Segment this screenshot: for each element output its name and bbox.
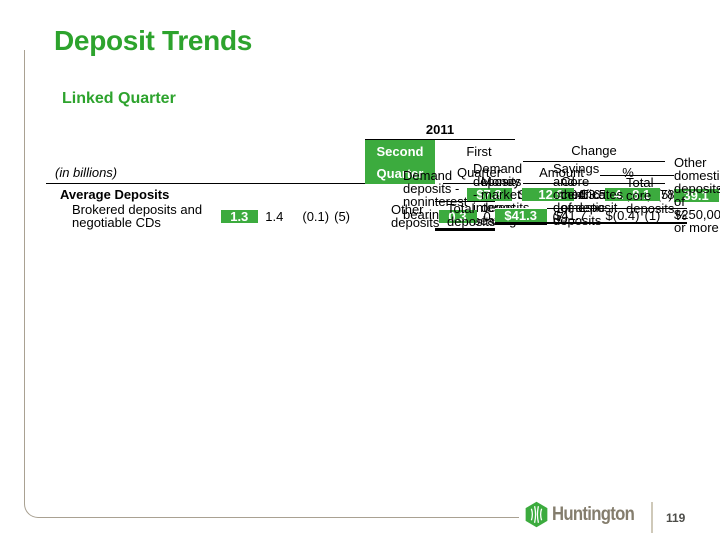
q2-cell: $7.8: [467, 188, 512, 202]
change-amount-cell: $ (0.4): [598, 208, 645, 225]
slide-subtitle: Linked Quarter: [62, 90, 176, 107]
row-label: Brokered deposits and negotiable CDs: [72, 202, 203, 231]
q1-cell: 13.5: [580, 187, 607, 203]
table-row: Savings and other domestic deposits 4.8 …: [515, 162, 717, 227]
page-title: Deposit Trends: [54, 25, 253, 56]
q1-cell: $41.7: [546, 208, 599, 225]
footer-divider: [651, 502, 653, 533]
units-note: (in billions): [46, 162, 365, 184]
huntington-hexagon-icon: [525, 501, 552, 528]
col-header-first-quarter-line1: First: [466, 143, 492, 159]
row-label: Other domestic deposits of $250,000 or m…: [674, 154, 720, 235]
logo-wordmark: Huntington: [552, 503, 635, 525]
table-row: Average Deposits: [46, 184, 365, 206]
change-percent-cell: 6: [593, 187, 601, 203]
col-header-percent-spacer: [648, 162, 665, 184]
col-header-amount: Amount: [523, 162, 600, 184]
row-label: Other deposits: [391, 202, 440, 231]
change-percent-cell: (5): [334, 208, 350, 224]
change-percent-cell: (7): [552, 208, 569, 224]
table-row: Total core deposits 39.1 39.3 (0.2) (0): [600, 174, 720, 215]
col-header-change: Change: [523, 140, 665, 162]
q2-cell: 39.1: [674, 187, 719, 202]
table-row: Core certificates of deposit 8.1 8.4 (0.…: [523, 175, 720, 214]
row-label: Core certificates of deposit: [561, 174, 624, 216]
q1-cell: 1.4: [265, 208, 284, 224]
q1-cell: 39.3: [718, 187, 720, 202]
table-row: Brokered deposits and negotiable CDs 1.3…: [46, 202, 365, 231]
col-header-second-quarter-line1: Second: [365, 140, 435, 162]
col-header-first-quarter-line2: Quarter: [443, 162, 515, 184]
q2-cell: 12.9: [529, 188, 574, 202]
q2-cell: 0.3: [439, 209, 477, 223]
q2-cell: 8.1: [623, 188, 661, 202]
change-percent-cell: (1): [644, 208, 675, 225]
table-row: Other domestic deposits of $250,000 or m…: [648, 156, 720, 234]
deposits-table: 2011 Second First Change (in billions) Q…: [46, 120, 720, 421]
percent-sign-cell: %: [674, 208, 687, 225]
row-label: Total deposits: [435, 201, 496, 232]
q2-cell: $41.3: [495, 207, 547, 225]
table-row: Other deposits 0.3 0.4 (0.0) (7): [365, 203, 568, 229]
row-label: Average Deposits: [60, 187, 170, 203]
q2-cell: 1.3: [221, 209, 259, 223]
row-label: Demand deposits - noninterest bearing: [403, 167, 468, 222]
huntington-logo: Huntington: [525, 501, 645, 528]
table-row: Total deposits $41.3 $41.7 $ (0.4) (1) %: [435, 201, 687, 232]
change-amount-cell: (0.1): [302, 208, 330, 224]
year-header: 2011: [365, 120, 515, 140]
slide-frame-border: [24, 50, 519, 518]
change-percent-cell: (5): [656, 187, 673, 203]
page-number: 119: [666, 511, 686, 525]
col-header-percent: %: [600, 162, 648, 184]
col-header-second-quarter-line2: Quarter: [365, 162, 435, 184]
